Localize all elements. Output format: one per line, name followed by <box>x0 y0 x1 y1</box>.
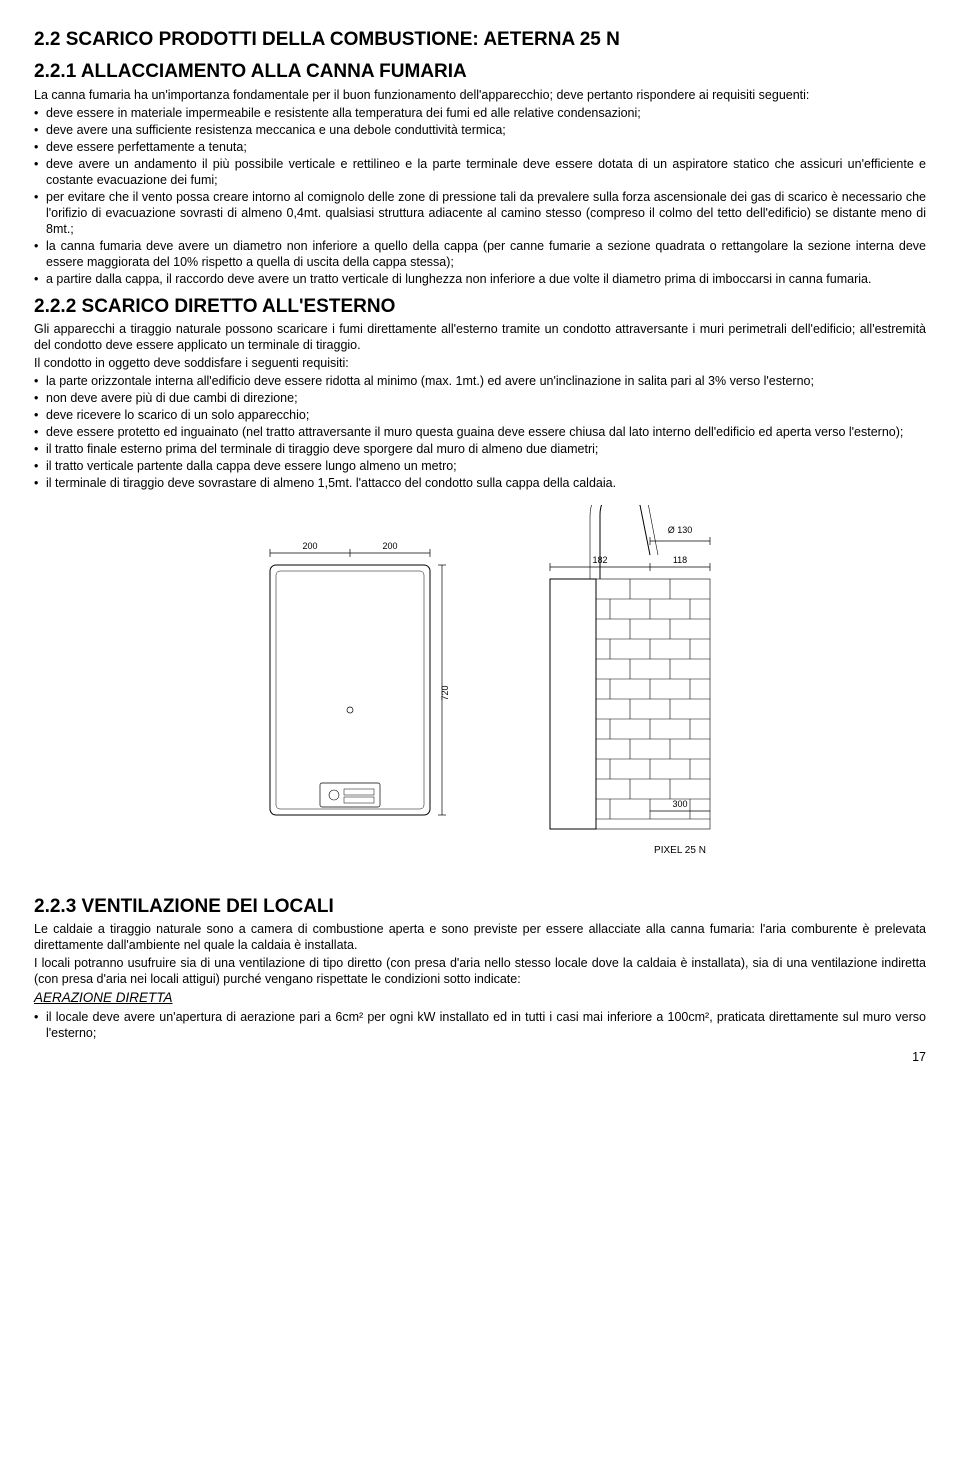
para-223a: Le caldaie a tiraggio naturale sono a ca… <box>34 921 926 953</box>
para-222b: Il condotto in oggetto deve soddisfare i… <box>34 355 926 371</box>
figure-caption: PIXEL 25 N <box>654 845 706 856</box>
page-number: 17 <box>34 1049 926 1065</box>
list-item: il locale deve avere un'apertura di aera… <box>34 1009 926 1041</box>
list-221: deve essere in materiale impermeabile e … <box>34 105 926 287</box>
heading-2-2-2: 2.2.2 SCARICO DIRETTO ALL'ESTERNO <box>34 295 926 319</box>
list-item: deve ricevere lo scarico di un solo appa… <box>34 407 926 423</box>
list-222: la parte orizzontale interna all'edifici… <box>34 373 926 491</box>
dim-boiler-w1: 200 <box>302 541 317 551</box>
list-item: il terminale di tiraggio deve sovrastare… <box>34 475 926 491</box>
para-223b: I locali potranno usufruire sia di una v… <box>34 955 926 987</box>
list-item: non deve avere più di due cambi di direz… <box>34 390 926 406</box>
list-223: il locale deve avere un'apertura di aera… <box>34 1009 926 1041</box>
heading-2-2-1: 2.2.1 ALLACCIAMENTO ALLA CANNA FUMARIA <box>34 60 926 84</box>
list-item: deve avere una sufficiente resistenza me… <box>34 122 926 138</box>
dim-chimney-diam: Ø 130 <box>668 525 693 535</box>
dim-boiler-w2: 200 <box>382 541 397 551</box>
list-item: deve essere perfettamente a tenuta; <box>34 139 926 155</box>
list-item: deve avere un andamento il più possibile… <box>34 156 926 188</box>
list-item: a partire dalla cappa, il raccordo deve … <box>34 271 926 287</box>
dim-chimney-w2: 118 <box>673 555 687 565</box>
list-item: deve essere in materiale impermeabile e … <box>34 105 926 121</box>
heading-2-2: 2.2 SCARICO PRODOTTI DELLA COMBUSTIONE: … <box>34 28 926 52</box>
list-item: per evitare che il vento possa creare in… <box>34 189 926 237</box>
list-item: deve essere protetto ed inguainato (nel … <box>34 424 926 440</box>
list-item: la parte orizzontale interna all'edifici… <box>34 373 926 389</box>
intro-221: La canna fumaria ha un'importanza fondam… <box>34 87 926 103</box>
list-item: il tratto verticale partente dalla cappa… <box>34 458 926 474</box>
list-item: la canna fumaria deve avere un diametro … <box>34 238 926 270</box>
dim-boiler-h: 720 <box>440 685 450 700</box>
para-222a: Gli apparecchi a tiraggio naturale posso… <box>34 321 926 353</box>
figure-wrapper: 200 200 720 Ø 130 <box>34 505 926 885</box>
dim-chimney-h: 300 <box>672 799 687 809</box>
list-item: il tratto finale esterno prima del termi… <box>34 441 926 457</box>
installation-diagram: 200 200 720 Ø 130 <box>200 505 760 885</box>
heading-2-2-3: 2.2.3 VENTILAZIONE DEI LOCALI <box>34 895 926 919</box>
aerazione-diretta-title: AERAZIONE DIRETTA <box>34 989 926 1006</box>
